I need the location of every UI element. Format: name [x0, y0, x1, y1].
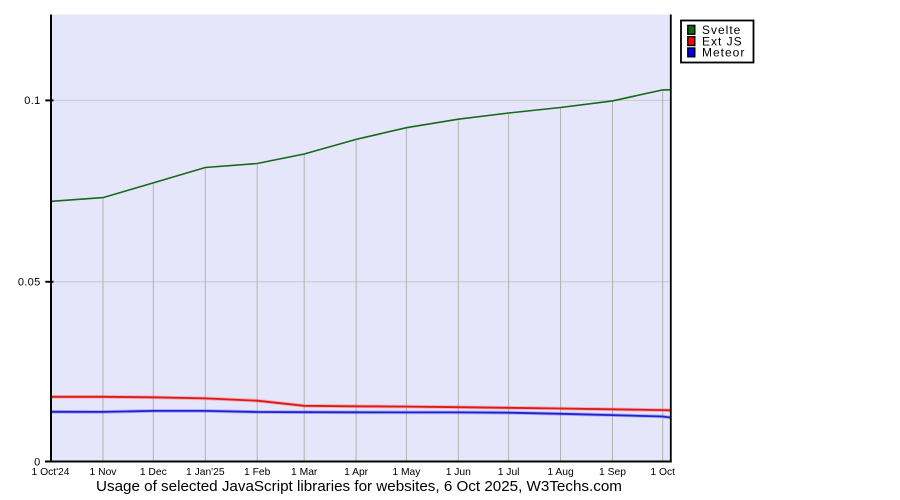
svg-text:1 Mar: 1 Mar [291, 467, 318, 478]
svg-text:1 Jan'25: 1 Jan'25 [186, 467, 225, 478]
svg-text:0: 0 [34, 457, 40, 469]
svg-text:1 Jun: 1 Jun [446, 467, 471, 478]
svg-text:0.1: 0.1 [24, 95, 40, 107]
svg-text:Usage of selected JavaScript l: Usage of selected JavaScript libraries f… [96, 478, 622, 495]
svg-text:1 Aug: 1 Aug [547, 467, 574, 478]
svg-text:1 Oct: 1 Oct [650, 467, 675, 478]
svg-text:Svelte: Svelte [702, 23, 741, 37]
svg-text:1 Apr: 1 Apr [344, 467, 369, 478]
svg-text:1 Nov: 1 Nov [90, 467, 118, 478]
svg-text:1 Jul: 1 Jul [498, 467, 520, 478]
svg-text:1 May: 1 May [392, 467, 421, 478]
svg-text:1 Oct'24: 1 Oct'24 [31, 467, 69, 478]
svg-text:Meteor: Meteor [702, 46, 745, 60]
svg-text:0.05: 0.05 [18, 277, 41, 289]
svg-text:Ext JS: Ext JS [702, 34, 743, 48]
svg-text:1 Sep: 1 Sep [599, 467, 626, 478]
svg-text:1 Dec: 1 Dec [140, 467, 167, 478]
svg-text:1 Feb: 1 Feb [244, 467, 271, 478]
